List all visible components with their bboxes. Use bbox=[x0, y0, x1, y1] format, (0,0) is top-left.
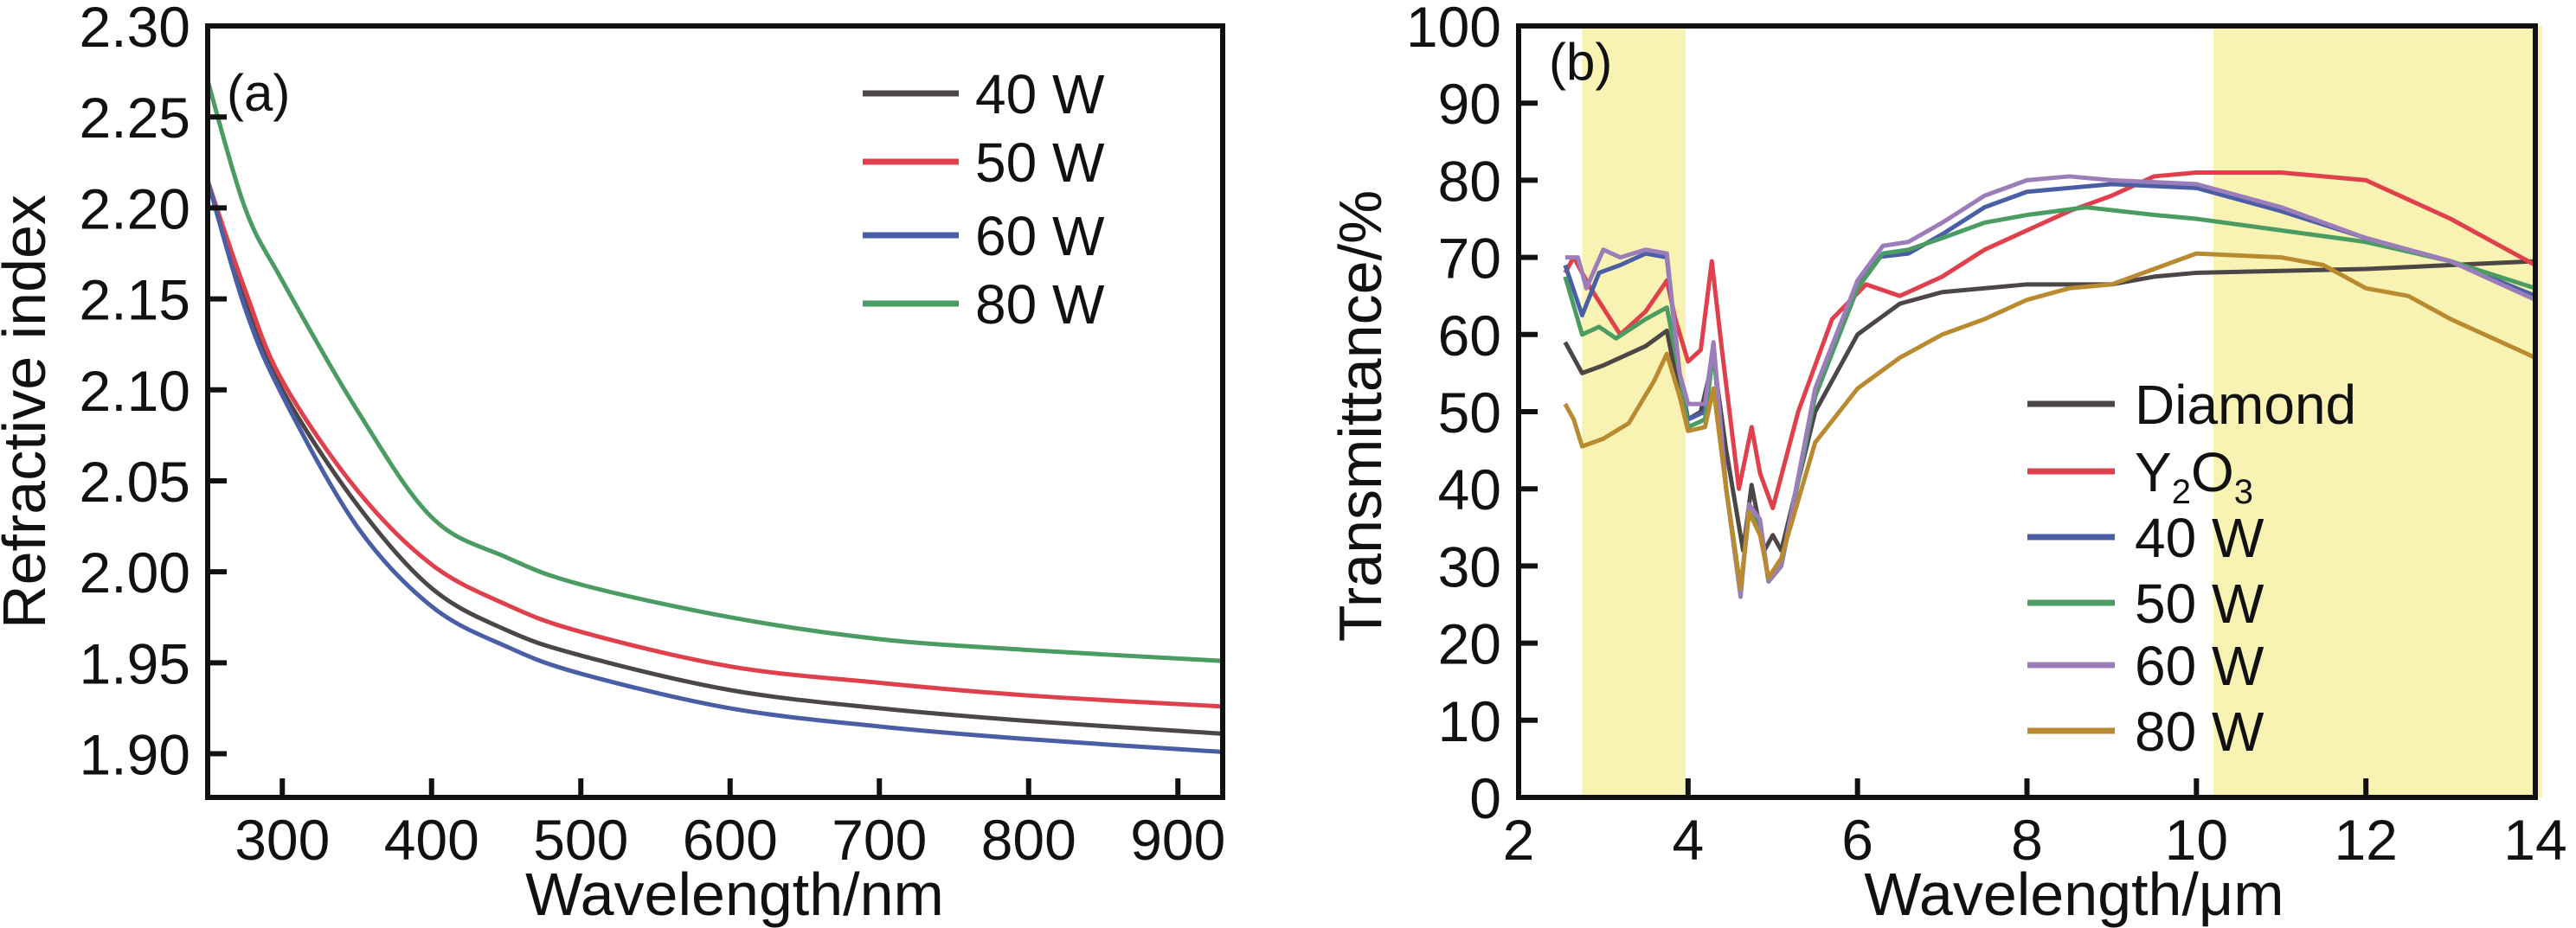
series-line-40-w bbox=[205, 180, 1224, 736]
legend-label: 80 W bbox=[975, 273, 1105, 336]
legend-label: Diamond bbox=[2135, 374, 2356, 436]
y-tick-label: 100 bbox=[1406, 0, 1501, 59]
series-line-80-w bbox=[1563, 251, 2537, 592]
legend-item: 50 W bbox=[863, 131, 1105, 194]
legend-label: 60 W bbox=[975, 205, 1105, 267]
legend-item: Diamond bbox=[2027, 374, 2356, 436]
x-tick-label: 12 bbox=[2334, 808, 2397, 872]
series-line-60-w bbox=[205, 180, 1224, 754]
legend-label: 50 W bbox=[2135, 573, 2264, 635]
x-tick-label: 8 bbox=[2011, 808, 2043, 872]
legend-label: 40 W bbox=[975, 63, 1105, 125]
y-tick-label: 30 bbox=[1438, 534, 1501, 598]
legend-label: 40 W bbox=[2135, 507, 2264, 569]
legend-label: Y2O3 bbox=[2135, 441, 2253, 511]
y-tick-label: 2.30 bbox=[80, 0, 190, 59]
x-tick-label: 500 bbox=[533, 808, 628, 872]
y-tick-label: 1.95 bbox=[80, 631, 190, 695]
legend-item: 80 W bbox=[863, 273, 1105, 336]
x-tick-label: 14 bbox=[2503, 808, 2566, 872]
series-line-50-w bbox=[205, 180, 1224, 709]
x-axis-title: Wavelength/nm bbox=[525, 861, 944, 928]
legend-label: 60 W bbox=[2135, 635, 2264, 697]
y-tick-label: 60 bbox=[1438, 304, 1501, 368]
x-axis-title: Wavelength/μm bbox=[1864, 861, 2284, 928]
legend-item: 60 W bbox=[2027, 635, 2264, 697]
y-tick-label: 70 bbox=[1438, 227, 1501, 291]
x-tick-label: 800 bbox=[981, 808, 1076, 872]
x-tick-label: 4 bbox=[1672, 808, 1704, 872]
y-tick-label: 2.25 bbox=[80, 86, 190, 150]
x-tick-label: 300 bbox=[234, 808, 330, 872]
legend-item: 60 W bbox=[863, 205, 1105, 267]
axes-frame bbox=[205, 23, 1225, 800]
y-tick-label: 90 bbox=[1438, 72, 1501, 136]
y-tick-label: 2.00 bbox=[80, 541, 190, 605]
highlight-band-2 bbox=[2213, 26, 2542, 797]
x-tick-label: 700 bbox=[832, 808, 927, 872]
y-tick-label: 2.10 bbox=[80, 359, 190, 423]
series-line-60-w bbox=[1564, 174, 2537, 599]
x-tick-label: 6 bbox=[1841, 808, 1873, 872]
y-axis-title: Transmittance/% bbox=[1327, 190, 1394, 643]
y-tick-label: 2.15 bbox=[80, 268, 190, 332]
y-tick-label: 50 bbox=[1438, 381, 1501, 445]
x-tick-label: 400 bbox=[384, 808, 479, 872]
legend-item: Y2O3 bbox=[2027, 441, 2253, 511]
y-tick-label: 1.90 bbox=[80, 723, 190, 787]
y-tick-label: 2.05 bbox=[80, 450, 190, 514]
y-tick-label: 0 bbox=[1469, 766, 1501, 830]
x-tick-label: 2 bbox=[1503, 808, 1535, 872]
legend-item: 40 W bbox=[2027, 507, 2264, 569]
y-tick-label: 2.20 bbox=[80, 176, 190, 240]
y-axis-title: Refractive index bbox=[0, 195, 58, 629]
series-group bbox=[1563, 170, 2537, 599]
panel-b-transmittance-chart: 2 4 6 8 10 12 14 0 10 20 30 40 50 60 70 80 90 100 Waveleng… bbox=[1327, 0, 2567, 928]
legend-item: 50 W bbox=[2027, 573, 2264, 635]
x-tick-label: 600 bbox=[683, 808, 778, 872]
legend-item: 40 W bbox=[863, 63, 1105, 125]
series-line-y2o3 bbox=[1563, 170, 2537, 510]
y-tick-label: 20 bbox=[1438, 612, 1501, 676]
x-tick-label: 900 bbox=[1130, 808, 1225, 872]
legend-label: 50 W bbox=[975, 131, 1105, 194]
x-tick-label: 10 bbox=[2165, 808, 2228, 872]
panel-label: (a) bbox=[227, 64, 290, 122]
y-tick-label: 40 bbox=[1438, 458, 1501, 522]
panel-a-refractive-index-chart: 300 400 500 600 700 800 900 1.90 1.95 2.00 2.05 2.1… bbox=[0, 0, 1225, 928]
series-line-80-w bbox=[205, 80, 1224, 663]
legend-item: 80 W bbox=[2027, 701, 2264, 763]
legend-label: 80 W bbox=[2135, 701, 2264, 763]
panel-label: (b) bbox=[1549, 33, 1612, 91]
y-tick-label: 10 bbox=[1438, 689, 1501, 753]
series-group bbox=[205, 80, 1224, 754]
legend: 40 W50 W 60 W80 W bbox=[863, 63, 1105, 336]
y-tick-label: 80 bbox=[1438, 149, 1501, 213]
